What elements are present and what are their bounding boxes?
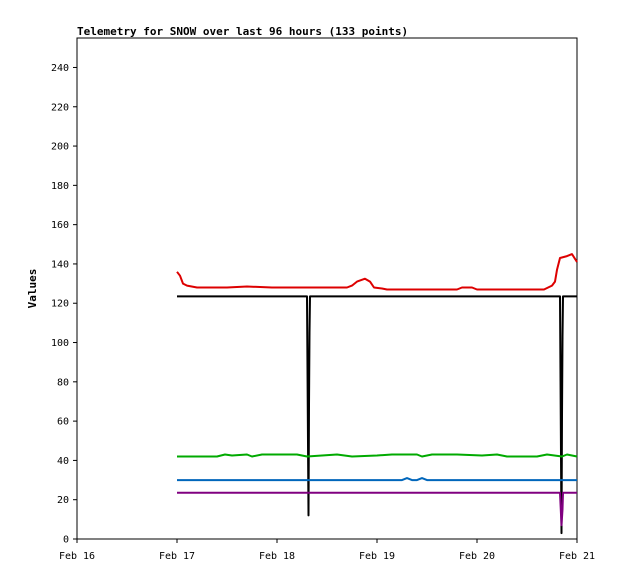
- y-tick-label: 40: [57, 456, 69, 467]
- x-tick-label: Feb 20: [459, 551, 495, 562]
- y-tick-label: 240: [51, 63, 69, 74]
- chart-title: Telemetry for SNOW over last 96 hours (1…: [77, 25, 408, 38]
- plot-area-frame: [76, 37, 578, 540]
- x-tick-label: Feb 19: [359, 551, 395, 562]
- y-axis: 0 20 40 60 80 100 120 140 160 180 200 220 240: [51, 63, 77, 546]
- series-layer: [176, 253, 578, 535]
- y-axis-label: Values: [26, 269, 39, 309]
- y-tick-label: 180: [51, 181, 69, 192]
- y-tick-label: 0: [63, 535, 69, 546]
- y-tick-label: 100: [51, 338, 69, 349]
- series-line-2: [177, 295, 577, 535]
- y-tick-label: 160: [51, 220, 69, 231]
- series-line-1: [176, 253, 578, 291]
- series-line-5: [177, 491, 577, 527]
- series-line-4: [177, 477, 577, 482]
- x-axis: Feb 16 Feb 17 Feb 18 Feb 19 Feb 20 Feb 21: [59, 539, 595, 562]
- x-tick-label: Feb 18: [259, 551, 295, 562]
- x-tick-label: Feb 17: [159, 551, 195, 562]
- series-line-3: [177, 453, 578, 458]
- y-tick-label: 60: [57, 417, 69, 428]
- y-tick-label: 140: [51, 259, 69, 270]
- y-tick-label: 120: [51, 299, 69, 310]
- y-tick-label: 220: [51, 102, 69, 113]
- x-tick-label: Feb 21: [559, 551, 595, 562]
- y-tick-label: 20: [57, 495, 69, 506]
- x-tick-label: Feb 16: [59, 551, 95, 562]
- y-tick-label: 200: [51, 142, 69, 153]
- y-tick-label: 80: [57, 377, 69, 388]
